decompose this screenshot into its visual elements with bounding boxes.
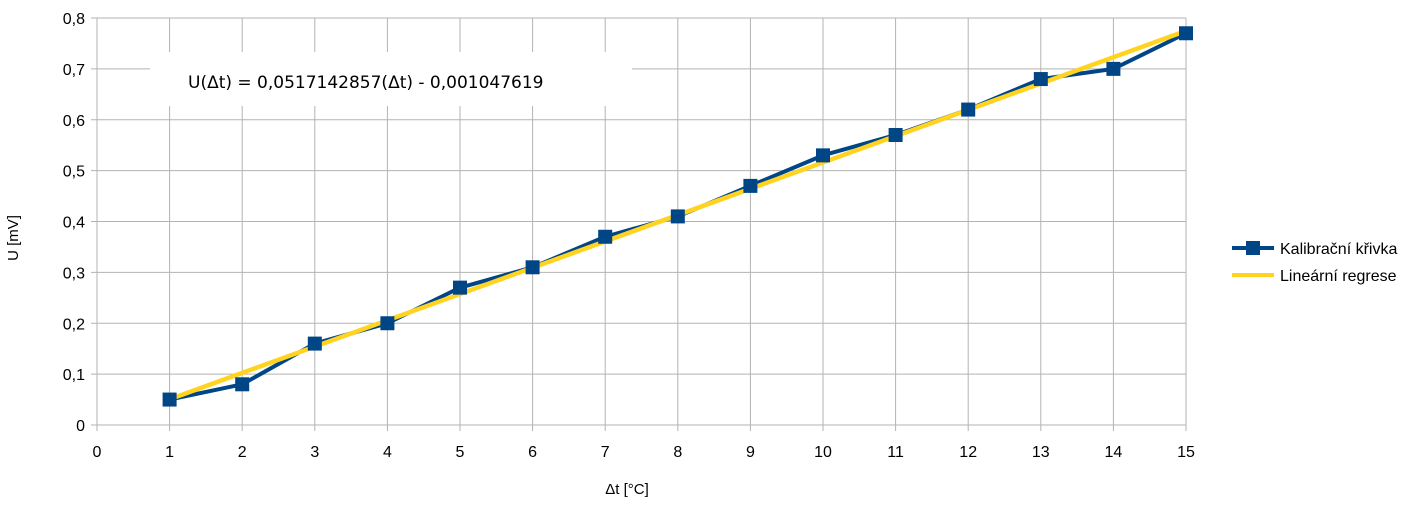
x-tick-label: 12	[959, 444, 977, 461]
data-point-marker	[162, 392, 177, 407]
y-tick-label: 0,7	[63, 62, 85, 79]
data-point-marker	[235, 377, 250, 392]
data-point-marker	[743, 178, 758, 193]
x-tick-label: 8	[673, 444, 682, 461]
y-tick-label: 0,5	[63, 164, 85, 181]
y-axis-title: U [mV]	[5, 215, 22, 261]
y-tick-label: 0,4	[63, 215, 85, 232]
series-layer	[162, 26, 1193, 407]
x-tick-label: 1	[165, 444, 174, 461]
x-tick-label: 2	[238, 444, 247, 461]
x-tick-label: 6	[528, 444, 537, 461]
data-point-marker	[307, 336, 322, 351]
legend: Kalibrační křivka Lineární regrese	[1232, 241, 1397, 285]
x-tick-label: 9	[746, 444, 755, 461]
x-tick-label: 7	[601, 444, 610, 461]
x-tick-label: 5	[456, 444, 465, 461]
x-axis-title: Δt [°C]	[605, 481, 649, 498]
equation-label: U(Δt) = 0,0517142857(Δt) - 0,001047619	[188, 73, 544, 93]
x-tick-label: 4	[383, 444, 392, 461]
y-tick-label: 0,8	[63, 11, 85, 28]
data-point-marker	[1179, 26, 1193, 41]
equation-box: U(Δt) = 0,0517142857(Δt) - 0,001047619	[150, 52, 632, 106]
x-tick-label: 0	[93, 444, 102, 461]
legend-marker-kalibracni-krivka	[1246, 241, 1260, 255]
y-tick-label: 0,2	[63, 316, 85, 333]
x-tick-labels: 0 1 2 3 4 5 6 7 8 9 10 11 12 13 14 15	[93, 444, 1195, 461]
x-tick-label: 10	[814, 444, 832, 461]
legend-label-linearni-regrese: Lineární regrese	[1280, 268, 1397, 285]
data-point-marker	[670, 209, 685, 224]
data-point-marker	[598, 229, 613, 244]
x-tick-label: 15	[1177, 444, 1195, 461]
legend-item-kalibracni-krivka: Kalibrační křivka	[1232, 241, 1397, 258]
x-tick-label: 11	[887, 444, 904, 461]
y-tick-labels: 0 0,1 0,2 0,3 0,4 0,5 0,6 0,7 0,8	[63, 11, 85, 435]
data-point-marker	[453, 280, 467, 295]
x-tick-label: 3	[310, 444, 319, 461]
x-tick-label: 13	[1032, 444, 1050, 461]
y-tick-label: 0,1	[63, 367, 85, 384]
legend-item-linearni-regrese: Lineární regrese	[1232, 268, 1397, 285]
y-tick-label: 0,6	[63, 113, 85, 130]
equation-background	[150, 52, 632, 106]
data-point-marker	[1033, 72, 1048, 87]
data-point-marker	[525, 260, 540, 275]
data-point-marker	[961, 102, 976, 117]
x-tick-label: 14	[1105, 444, 1123, 461]
data-point-marker	[816, 148, 830, 163]
y-tick-label: 0,3	[63, 265, 85, 282]
legend-label-kalibracni-krivka: Kalibrační křivka	[1280, 241, 1397, 258]
data-point-marker	[1106, 61, 1121, 76]
data-point-marker	[888, 128, 903, 143]
data-point-marker	[380, 316, 395, 331]
y-tick-label: 0	[76, 418, 85, 435]
axes	[91, 17, 1187, 431]
